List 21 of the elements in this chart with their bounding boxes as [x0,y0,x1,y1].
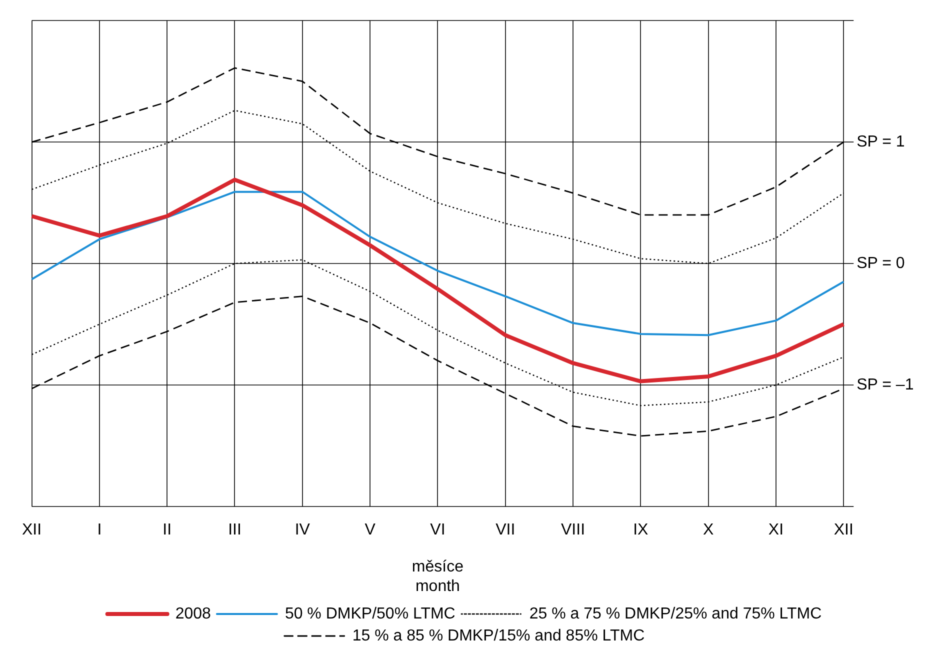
legend-label: 25 % a 75 % DMKP/25% and 75% LTMC [529,605,822,622]
x-tick-label: VI [430,521,446,538]
x-tick-label: I [97,521,102,538]
x-tick-label: VII [496,521,516,538]
x-axis-title: měsíce month [412,558,464,595]
x-tick-label: XII [22,521,42,538]
x-tick-label: IX [633,521,649,538]
x-tick-label: VIII [561,521,586,538]
x-tick-label: II [162,521,172,538]
y-tick-label: SP = 0 [856,254,905,272]
x-tick-label: XII [834,521,854,538]
x-tick-label: III [228,521,242,538]
x-tick-label: XI [768,521,784,538]
legend-label: 50 % DMKP/50% LTMC [284,605,456,622]
legend-label: 2008 [175,605,212,622]
x-tick-label: V [364,521,376,538]
y-tick-label: SP = 1 [856,133,905,150]
x-tick-label: X [702,521,714,538]
legend-label: 15 % a 85 % DMKP/15% and 85% LTMC [352,627,645,644]
x-tick-label: IV [294,521,310,538]
y-tick-label: SP = –1 [856,376,914,394]
